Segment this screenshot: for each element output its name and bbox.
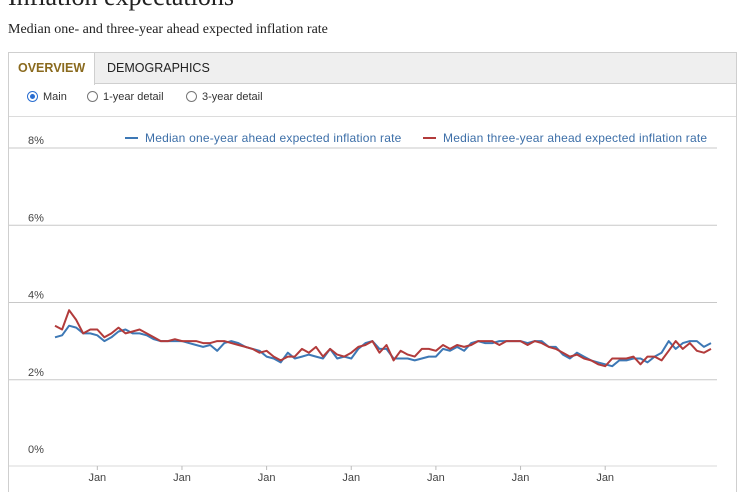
- y-tick-label: 4%: [28, 290, 44, 302]
- chart-panel: OVERVIEW DEMOGRAPHICS Main 1-year detail…: [8, 52, 737, 492]
- radio-three-year-detail[interactable]: 3-year detail: [186, 91, 263, 103]
- tab-bar: OVERVIEW DEMOGRAPHICS: [9, 53, 736, 85]
- line-chart: 0% 2% 4% 6% 8% Median one-year ahead expecte…: [9, 131, 717, 484]
- radio-main[interactable]: Main: [27, 91, 67, 103]
- y-tick-label: 6%: [28, 212, 44, 224]
- series-line: [54, 309, 712, 368]
- tab-demographics[interactable]: DEMOGRAPHICS: [107, 61, 210, 75]
- legend-label: Median one-year ahead expected inflation…: [145, 131, 402, 145]
- x-tick-label: Jan: [427, 472, 445, 484]
- radio-unselected-icon[interactable]: [87, 91, 98, 102]
- radio-unselected-icon[interactable]: [186, 91, 197, 102]
- radio-selected-icon[interactable]: [27, 91, 38, 102]
- tab-overview[interactable]: OVERVIEW: [9, 53, 96, 85]
- page-title: Inflation expectations: [8, 0, 234, 12]
- chart-area: 0% 2% 4% 6% 8% Median one-year ahead expecte…: [9, 116, 736, 496]
- x-tick-label: Jan: [342, 472, 360, 484]
- y-tick-label: 8%: [28, 135, 44, 147]
- legend-label: Median three-year ahead expected inflati…: [443, 131, 707, 145]
- y-tick-label: 2%: [28, 367, 44, 379]
- x-tick-label: Jan: [258, 472, 276, 484]
- radio-one-year-detail[interactable]: 1-year detail: [87, 91, 164, 103]
- y-tick-label: 0%: [28, 444, 44, 456]
- x-tick-label: Jan: [88, 472, 106, 484]
- x-tick-label: Jan: [173, 472, 191, 484]
- series-line: [54, 324, 712, 368]
- radio-main-label: Main: [43, 91, 67, 103]
- x-tick-label: Jan: [596, 472, 614, 484]
- x-tick-label: Jan: [512, 472, 530, 484]
- radio-three-year-label: 3-year detail: [202, 91, 263, 103]
- radio-one-year-label: 1-year detail: [103, 91, 164, 103]
- page-subtitle: Median one- and three-year ahead expecte…: [8, 22, 328, 37]
